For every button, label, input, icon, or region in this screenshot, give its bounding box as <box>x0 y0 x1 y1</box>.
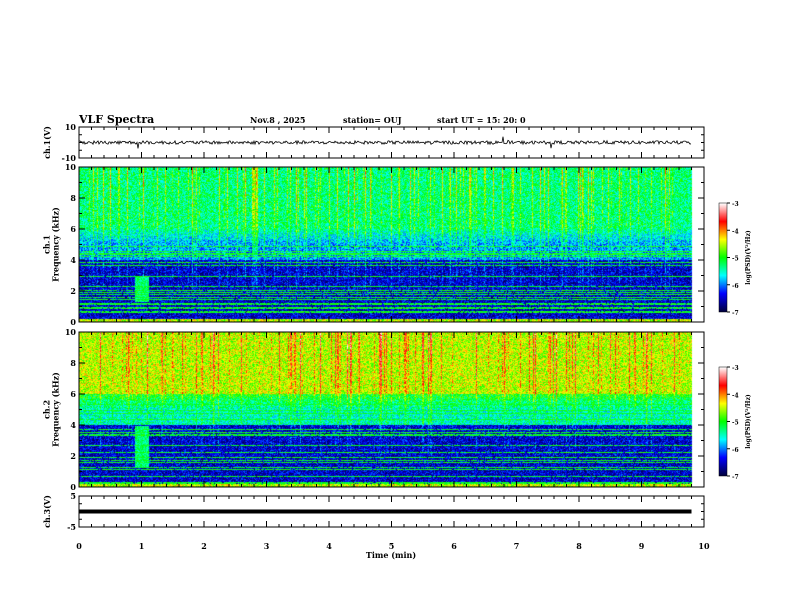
y-axis-label: ch.3(V) <box>42 495 52 528</box>
x-tick-label: 2 <box>201 541 207 551</box>
y-tick-label: 2 <box>70 451 76 461</box>
y-tick-label: -5 <box>67 522 76 532</box>
colorbar-tick-label: -7 <box>732 474 739 481</box>
ch1-spectrogram-frame <box>78 166 705 323</box>
x-tick-label: 9 <box>639 541 645 551</box>
x-tick-label: 8 <box>576 541 582 551</box>
figure-title: VLF Spectra <box>78 113 154 126</box>
colorbar-tick-label: -4 <box>732 228 739 235</box>
y-tick-label: 10 <box>65 122 77 132</box>
x-tick-label: 5 <box>389 541 395 551</box>
ch2-spectrogram-frame <box>78 331 705 488</box>
y-tick-label: 6 <box>70 224 76 234</box>
ch2-colorbar <box>719 367 727 476</box>
colorbar-frame <box>718 366 728 477</box>
x-tick-label: 7 <box>514 541 520 551</box>
x-tick-label: 6 <box>451 541 457 551</box>
y-axis-label: Frequency (kHz) <box>51 372 61 447</box>
colorbar-tick-label: -3 <box>732 201 739 208</box>
date-label: Nov.8 , 2025 <box>250 115 305 125</box>
ch2-spectrogram <box>79 332 704 487</box>
x-axis-label: Time (min) <box>366 550 416 560</box>
x-tick-label: 3 <box>264 541 270 551</box>
colorbar-label: log(PSD)(V²/Hz) <box>745 230 752 285</box>
y-tick-label: 10 <box>65 162 77 172</box>
colorbar-tick-label: -5 <box>732 420 739 427</box>
x-tick-label: 4 <box>326 541 332 551</box>
y-tick-label: 5 <box>70 491 76 501</box>
y-axis-label: ch.1(V) <box>42 126 52 159</box>
y-axis-label: ch.1 <box>42 235 52 254</box>
y-tick-label: 0 <box>70 317 76 327</box>
ch1-spectrogram <box>79 167 704 322</box>
y-tick-label: 10 <box>65 327 77 337</box>
x-tick-label: 1 <box>139 541 145 551</box>
y-tick-label: 0 <box>70 482 76 492</box>
colorbar-tick-label: -5 <box>732 256 739 263</box>
colorbar-tick-label: -6 <box>732 447 739 454</box>
station-label: station= OUJ <box>343 115 402 125</box>
y-tick-label: 6 <box>70 389 76 399</box>
colorbar-tick-label: -3 <box>732 365 739 372</box>
y-tick-label: 8 <box>70 358 76 368</box>
y-axis-label: ch.2 <box>42 400 52 419</box>
ch1-waveform-trace <box>78 136 692 149</box>
y-axis-label: Frequency (kHz) <box>51 207 61 282</box>
colorbar-frame <box>718 202 728 313</box>
ch1-colorbar <box>719 203 727 312</box>
y-tick-label: 8 <box>70 193 76 203</box>
colorbar-tick-label: -6 <box>732 283 739 290</box>
y-tick-label: 4 <box>70 420 76 430</box>
colorbar-tick-label: -7 <box>732 310 739 317</box>
x-tick-label: 10 <box>698 541 710 551</box>
y-tick-label: 4 <box>70 255 76 265</box>
start-time-label: start UT = 15: 20: 0 <box>437 115 526 125</box>
y-tick-label: 2 <box>70 286 76 296</box>
x-tick-label: 0 <box>76 541 82 551</box>
colorbar-label: log(PSD)(V²/Hz) <box>745 394 752 449</box>
colorbar-tick-label: -4 <box>732 392 739 399</box>
y-tick-label: -10 <box>62 153 77 163</box>
